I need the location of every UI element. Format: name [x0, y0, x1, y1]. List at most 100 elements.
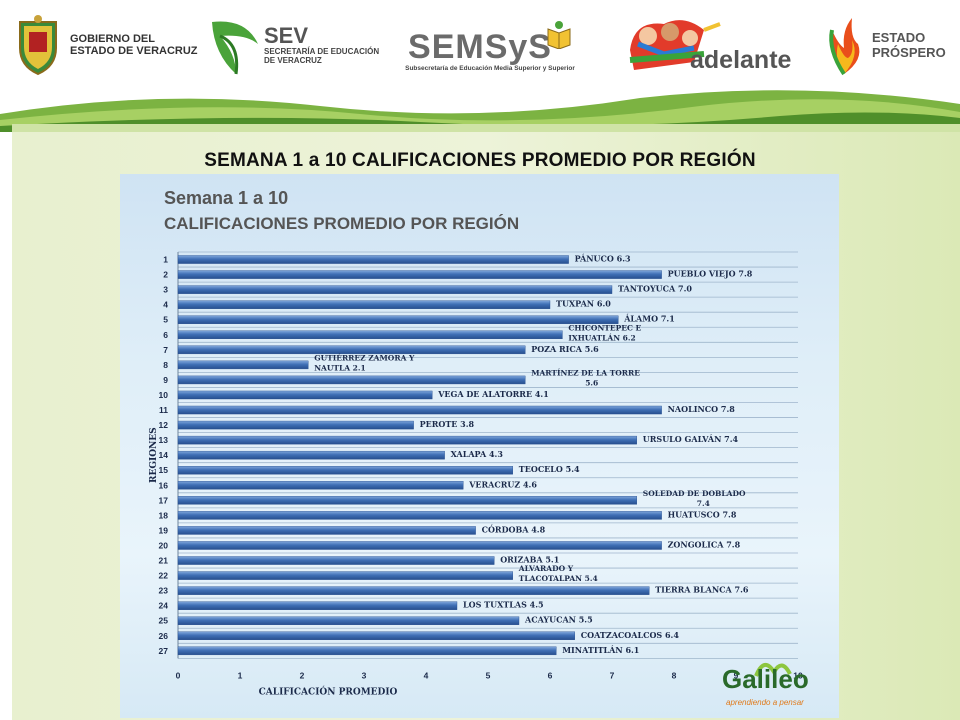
- sev-leaf-icon: [212, 21, 258, 75]
- bar-label: 7.4: [697, 499, 710, 508]
- bar-label: TANTOYUCA 7.0: [618, 284, 692, 294]
- bar: [177, 315, 619, 324]
- y-tick-label: 16: [159, 480, 169, 490]
- bar-label: NAUTLA 2.1: [314, 363, 366, 372]
- gobierno-line1: GOBIERNO DEL: [70, 33, 155, 45]
- y-tick-label: 13: [159, 435, 169, 445]
- bar: [177, 526, 476, 535]
- y-tick-label: 14: [159, 450, 169, 460]
- gobierno-veracruz-logo: GOBIERNO DEL ESTADO DE VERACRUZ: [14, 10, 198, 80]
- y-tick-label: 1: [163, 255, 168, 265]
- y-tick-label: 7: [163, 345, 168, 355]
- coat-of-arms-icon: [19, 15, 57, 76]
- bar: [177, 496, 637, 505]
- bar: [177, 450, 445, 460]
- bar: [177, 405, 662, 415]
- y-tick-label: 12: [159, 420, 169, 430]
- bar: [177, 586, 650, 595]
- y-tick-label: 26: [159, 631, 169, 641]
- bar: [177, 435, 637, 445]
- bar: [177, 390, 433, 400]
- y-tick-label: 25: [159, 616, 169, 626]
- bar: [177, 646, 557, 656]
- bar-label: ACAYUCAN 5.5: [524, 615, 593, 625]
- bar: [177, 481, 464, 490]
- chart-title-line2: CALIFICACIONES PROMEDIO POR REGIÓN: [164, 214, 520, 233]
- bar: [177, 330, 563, 340]
- x-tick-label: 2: [300, 670, 305, 680]
- x-tick-label: 8: [672, 670, 677, 680]
- chart-panel: Semana 1 a 10 CALIFICACIONES PROMEDIO PO…: [120, 174, 839, 718]
- x-tick-label: 7: [610, 670, 615, 680]
- semsys-wordmark: SEMSyS: [408, 27, 552, 66]
- gobierno-line2: ESTADO DE VERACRUZ: [70, 45, 198, 57]
- bar-label: VERACRUZ 4.6: [468, 479, 537, 489]
- bar: [177, 511, 662, 520]
- y-tick-label: 15: [159, 465, 169, 475]
- bar: [177, 270, 662, 279]
- y-axis-title: REGIONES: [149, 427, 159, 483]
- x-tick-label: 6: [548, 670, 553, 680]
- galileo-wordmark: Galileo: [722, 664, 809, 694]
- y-tick-label: 21: [159, 556, 169, 566]
- bar: [177, 255, 569, 264]
- bar: [177, 556, 495, 565]
- book-icon: [547, 20, 571, 49]
- semsys-logo: SEMSyS Subsecretaría de Educación Media …: [392, 10, 588, 80]
- bar: [177, 360, 309, 370]
- y-tick-label: 8: [163, 360, 168, 370]
- bar-label: PEROTE 3.8: [420, 419, 475, 429]
- x-tick-label: 4: [424, 670, 429, 680]
- bar: [177, 571, 513, 580]
- y-tick-label: 23: [159, 586, 169, 596]
- bar-label: MARTÍNEZ DE LA TORRE: [531, 368, 640, 377]
- bar-label: TEOCELO 5.4: [519, 464, 580, 474]
- sev-line2: DE VERACRUZ: [264, 56, 322, 65]
- bar-label: TLACOTALPAN 5.4: [519, 574, 598, 583]
- bar-label: LOS TUXTLAS 4.5: [463, 600, 544, 610]
- y-tick-label: 6: [163, 330, 168, 340]
- y-tick-label: 22: [159, 571, 169, 581]
- bar-label: URSULO GALVÁN 7.4: [643, 434, 739, 444]
- y-tick-label: 5: [163, 315, 168, 325]
- bar: [177, 466, 513, 475]
- x-axis-title: CALIFICACIÓN PROMEDIO: [259, 685, 398, 697]
- y-tick-label: 2: [163, 270, 168, 280]
- bar-label: PUEBLO VIEJO 7.8: [668, 269, 753, 279]
- galileo-tagline: aprendiendo a pensar: [726, 698, 804, 707]
- x-tick-label: 9: [734, 670, 739, 680]
- slide-title: SEMANA 1 a 10 CALIFICACIONES PROMEDIO PO…: [204, 150, 756, 171]
- bar-label: PÁNUCO 6.3: [575, 254, 631, 264]
- bar-label: ZONGOLICA 7.8: [668, 539, 741, 549]
- bar-label: COATZACOALCOS 6.4: [581, 630, 680, 640]
- bar-label: GUTIÉRREZ ZAMORA Y: [314, 353, 415, 362]
- bar-label: ALVARADO Y: [518, 564, 574, 573]
- bar-label: XALAPA 4.3: [451, 449, 504, 459]
- bar: [177, 375, 526, 385]
- sev-logo: SEV SECRETARÍA DE EDUCACIÓN DE VERACRUZ: [206, 10, 379, 80]
- adelante-wordmark: adelante: [690, 46, 792, 74]
- flame-icon: [829, 18, 860, 76]
- bar: [177, 616, 520, 625]
- bar-chart: 1 PÁNUCO 6.3 2 PUEBLO VIEJO 7.8 3 TANTOYUCA 7…: [149, 251, 803, 697]
- bar: [177, 541, 662, 550]
- prospero-line2: PRÓSPERO: [872, 45, 946, 60]
- y-tick-label: 11: [159, 405, 168, 415]
- y-tick-label: 27: [159, 646, 169, 656]
- bar: [177, 285, 613, 294]
- semsys-subtitle: Subsecretaría de Educación Media Superio…: [405, 64, 575, 72]
- sev-line1: SECRETARÍA DE EDUCACIÓN: [264, 47, 380, 56]
- bar-label: HUATUSCO 7.8: [668, 509, 737, 519]
- y-tick-label: 9: [163, 375, 168, 385]
- bar-label: TUXPAN 6.0: [556, 299, 611, 309]
- y-tick-label: 3: [163, 285, 168, 295]
- x-tick-label: 10: [793, 670, 803, 680]
- bar-label: IXHUATLÁN 6.2: [568, 333, 635, 342]
- x-tick-label: 1: [238, 670, 243, 680]
- bar-label: CHICONTEPEC E: [568, 323, 641, 332]
- y-tick-label: 10: [159, 390, 169, 400]
- bar-label: POZA RICA 5.6: [531, 344, 599, 354]
- bar-label: VEGA DE ALATORRE 4.1: [437, 389, 549, 399]
- prospero-line1: ESTADO: [872, 30, 926, 45]
- bar: [177, 601, 458, 610]
